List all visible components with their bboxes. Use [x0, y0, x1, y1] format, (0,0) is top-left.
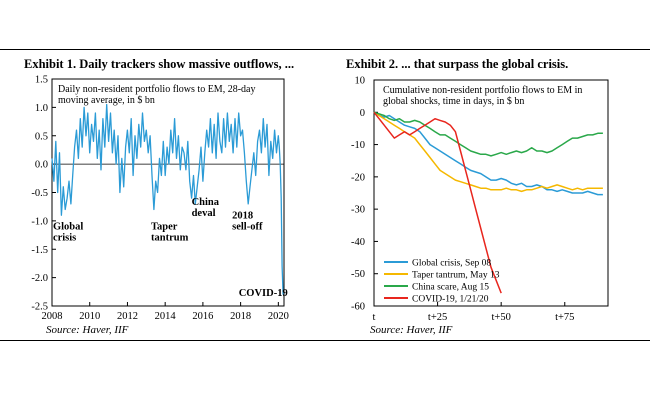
y-tick-label: 0	[360, 108, 365, 119]
x-tick-label: t+25	[428, 312, 447, 323]
annotation-label: COVID-19	[239, 288, 288, 299]
annotation-label: tantrum	[151, 232, 189, 243]
y-tick-label: 0.5	[35, 131, 48, 142]
y-tick-label: 10	[355, 76, 366, 87]
annotation-label: deval	[192, 208, 216, 219]
y-tick-label: -60	[351, 302, 365, 313]
y-tick-label: -40	[351, 237, 365, 248]
x-tick-label: t+75	[555, 312, 574, 323]
y-tick-label: -1.0	[31, 216, 48, 227]
y-tick-label: -20	[351, 172, 365, 183]
annotation-label: Taper	[151, 221, 178, 232]
top-rule	[0, 49, 650, 50]
series-line-0	[373, 111, 603, 196]
y-tick-label: 1.5	[35, 75, 48, 86]
y-tick-label: 1.0	[35, 103, 48, 114]
bottom-rule	[0, 340, 650, 341]
series-line-daily-flows	[51, 103, 284, 295]
annotation-label: crisis	[53, 232, 76, 243]
exhibit-1-title: Exhibit 1. Daily trackers show massive o…	[24, 57, 295, 71]
x-tick-label: t	[373, 312, 376, 323]
y-tick-label: 0.0	[35, 160, 48, 171]
x-tick-label: 2012	[117, 311, 138, 322]
x-tick-label: 2016	[192, 311, 213, 322]
y-tick-label: -2.0	[31, 273, 48, 284]
y-tick-label: -2.5	[31, 302, 48, 313]
y-tick-label: -1.5	[31, 245, 48, 256]
y-tick-label: -10	[351, 140, 365, 151]
y-tick-label: -30	[351, 205, 365, 216]
x-tick-label: t+50	[492, 312, 511, 323]
x-tick-label: 2008	[42, 311, 63, 322]
annotation-label: Global	[53, 221, 83, 232]
x-tick-label: 2018	[230, 311, 251, 322]
chart-title-line: Daily non-resident portfolio flows to EM…	[58, 84, 255, 95]
y-tick-label: -50	[351, 269, 365, 280]
legend-label: Global crisis, Sep 08	[412, 259, 491, 269]
chart-title-line: Cumulative non-resident portfolio flows …	[383, 85, 582, 96]
series-line-2	[373, 111, 603, 157]
plot-frame	[373, 79, 609, 307]
series-line-1	[373, 111, 603, 193]
exhibit-2-title: Exhibit 2. ... that surpass the global c…	[346, 57, 569, 71]
exhibit-1-source: Source: Haver, IIF	[46, 324, 129, 336]
chart-title-line: global shocks, time in days, in $ bn	[383, 96, 524, 107]
annotation-label: China	[192, 197, 220, 208]
legend-label: COVID-19, 1/21/20	[412, 295, 489, 305]
y-tick-label: -0.5	[31, 188, 48, 199]
annotation-label: sell-off	[232, 222, 263, 233]
annotation-label: 2018	[232, 211, 253, 222]
x-tick-label: 2014	[155, 311, 177, 322]
x-tick-label: 2010	[79, 311, 100, 322]
x-tick-label: 2020	[268, 311, 289, 322]
chart-title-line: moving average, in $ bn	[58, 95, 155, 106]
legend-label: Taper tantrum, May 13	[412, 271, 500, 281]
series-line-3	[373, 111, 502, 294]
legend-label: China scare, Aug 15	[412, 283, 489, 293]
exhibit-2-source: Source: Haver, IIF	[370, 324, 453, 336]
